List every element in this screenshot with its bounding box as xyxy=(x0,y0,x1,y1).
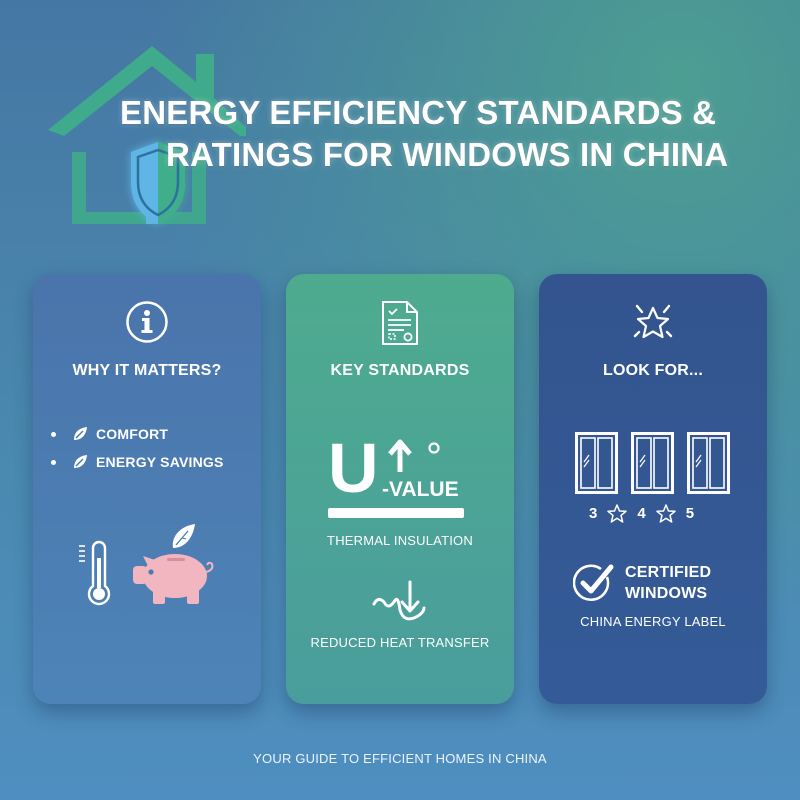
list-item-label: COMFORT xyxy=(96,426,169,442)
thermal-insulation-label: THERMAL INSULATION xyxy=(327,533,473,548)
u-letter: U xyxy=(328,429,379,507)
certified-line-1: CERTIFIED xyxy=(625,564,712,581)
u-value-underline xyxy=(328,508,464,518)
title-line-2: RATINGS FOR WINDOWS IN CHINA xyxy=(166,136,729,173)
leaf-icon xyxy=(172,524,195,548)
sparkle-star-icon xyxy=(633,304,673,339)
star-outline-icon xyxy=(655,504,676,523)
certified-line-2: WINDOWS xyxy=(625,585,708,602)
certified-windows: CERTIFIED WINDOWS xyxy=(573,562,711,604)
list-item: COMFORT xyxy=(51,420,224,448)
certified-text: CERTIFIED WINDOWS xyxy=(625,562,711,604)
check-circle-icon xyxy=(573,564,614,602)
card-look-for: LOOK FOR... xyxy=(539,274,767,704)
window-row xyxy=(575,432,730,494)
bullet-dot xyxy=(51,431,56,437)
reduced-heat-transfer-label: REDUCED HEAT TRANSFER xyxy=(310,635,490,650)
china-energy-label: CHINA ENERGY LABEL xyxy=(580,614,726,629)
benefits-list: COMFORT ENERGY SAVINGS xyxy=(51,420,224,476)
star-outline-icon xyxy=(607,504,628,523)
title-line-1: ENERGY EFFICIENCY STANDARDS & xyxy=(120,94,717,131)
u-value-suffix: -VALUE xyxy=(382,478,459,501)
card-title: WHY IT MATTERS? xyxy=(72,362,222,379)
arrow-up-icon xyxy=(388,439,440,472)
page-title: ENERGY EFFICIENCY STANDARDS & RATINGS FO… xyxy=(120,92,760,176)
rating-value: 5 xyxy=(685,505,695,522)
heat-transfer-down-icon xyxy=(372,580,426,621)
info-icon xyxy=(126,301,168,343)
rating-value: 3 xyxy=(589,505,598,522)
leaf-icon xyxy=(74,427,87,440)
footer-tagline: YOUR GUIDE TO EFFICIENT HOMES IN CHINA xyxy=(253,751,547,766)
list-item-label: ENERGY SAVINGS xyxy=(96,454,224,470)
u-value-graphic: U -VALUE xyxy=(328,429,478,524)
card-title: LOOK FOR... xyxy=(603,362,703,379)
bullet-dot xyxy=(51,459,56,465)
document-icon xyxy=(382,301,418,345)
piggy-bank-icon xyxy=(133,554,214,604)
card-why-it-matters: WHY IT MATTERS? COMFORT ENERGY SAVINGS xyxy=(33,274,261,704)
comfort-savings-illustration xyxy=(79,524,214,606)
card-title: KEY STANDARDS xyxy=(330,362,470,379)
card-key-standards: KEY STANDARDS U -VALUE THERMAL INSULATIO… xyxy=(286,274,514,704)
house-shield-icon xyxy=(48,46,246,224)
thermometer-icon xyxy=(79,540,111,606)
list-item: ENERGY SAVINGS xyxy=(51,448,224,476)
rating-scale: 3 4 5 xyxy=(589,504,694,523)
window-icon xyxy=(575,432,618,494)
window-icon xyxy=(687,432,730,494)
leaf-icon xyxy=(74,455,87,468)
window-icon xyxy=(631,432,674,494)
rating-value: 4 xyxy=(637,505,646,522)
